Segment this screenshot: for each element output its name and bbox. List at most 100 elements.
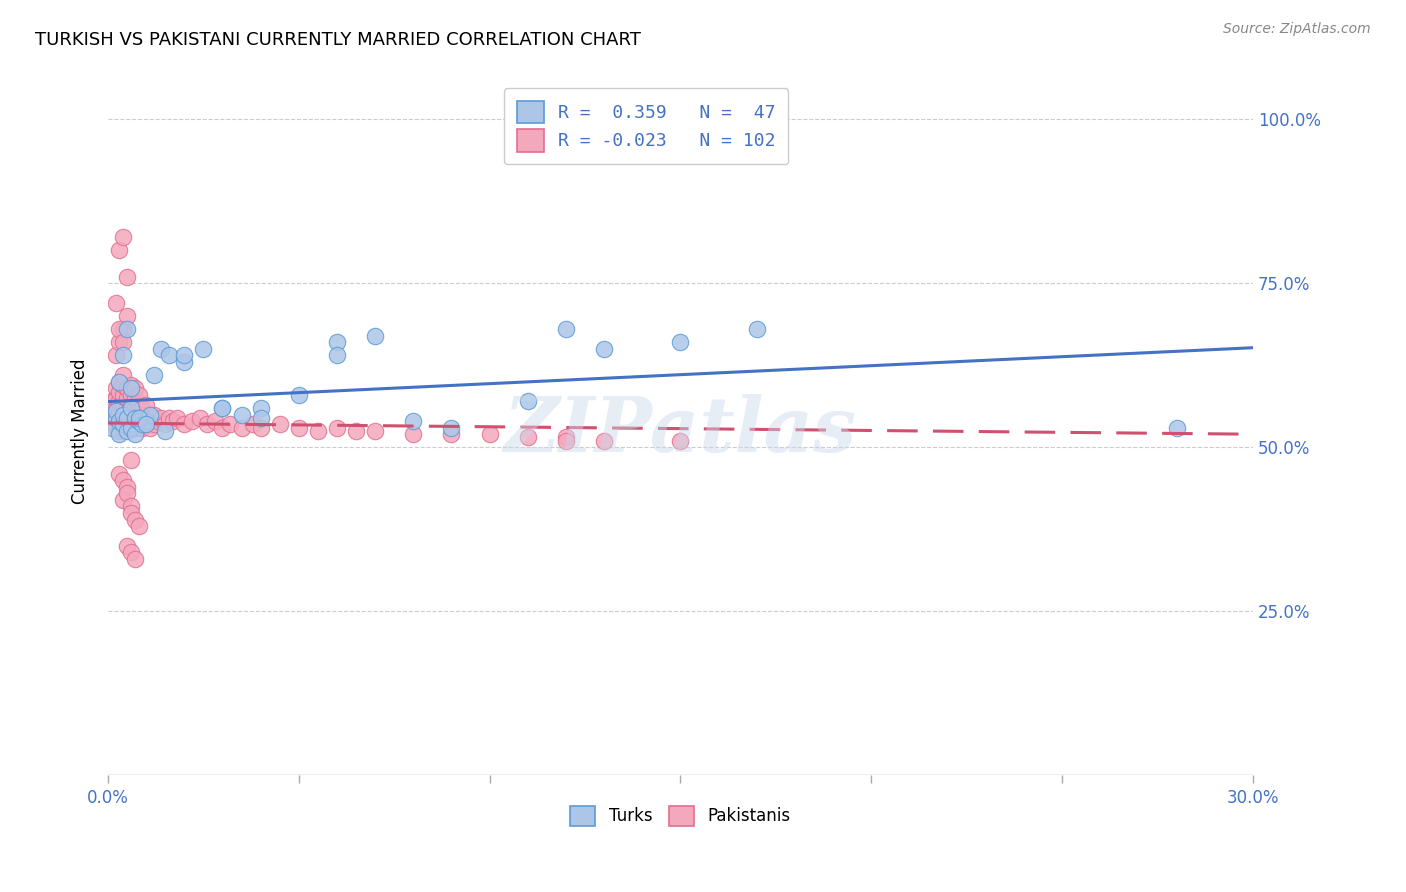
Point (195, 417, 218, 432)
Point (124, 552, 146, 566)
Point (344, 424, 367, 438)
Point (112, 408, 135, 422)
Point (211, 401, 233, 415)
Point (108, 424, 131, 438)
Point (173, 355, 195, 369)
Point (555, 430, 578, 444)
Point (120, 398, 142, 412)
Point (108, 404, 131, 418)
Point (120, 408, 142, 422)
Point (188, 410, 211, 425)
Point (108, 427, 131, 442)
Text: ZIPatlas: ZIPatlas (503, 394, 858, 468)
Point (146, 414, 169, 428)
Point (204, 414, 226, 428)
Point (173, 417, 195, 432)
Point (120, 378, 142, 392)
Point (120, 506, 142, 520)
Point (131, 401, 153, 415)
Point (112, 322, 135, 336)
Point (135, 417, 157, 432)
Point (745, 322, 768, 336)
Point (211, 420, 233, 434)
Point (326, 335, 349, 350)
Point (124, 381, 146, 395)
Point (131, 410, 153, 425)
Point (115, 486, 138, 500)
Point (115, 424, 138, 438)
Point (128, 519, 150, 533)
Point (128, 410, 150, 425)
Point (135, 408, 157, 422)
Point (120, 453, 142, 467)
Point (593, 342, 616, 356)
Point (115, 410, 138, 425)
Point (124, 410, 146, 425)
Point (142, 408, 165, 422)
Point (131, 420, 153, 434)
Text: TURKISH VS PAKISTANI CURRENTLY MARRIED CORRELATION CHART: TURKISH VS PAKISTANI CURRENTLY MARRIED C… (35, 31, 641, 49)
Point (150, 410, 173, 425)
Point (108, 244, 131, 258)
Point (112, 378, 135, 392)
Point (139, 410, 162, 425)
Point (402, 414, 425, 428)
Point (128, 408, 150, 422)
Point (288, 388, 311, 402)
Point (326, 420, 349, 434)
Point (112, 398, 135, 412)
Point (104, 296, 127, 310)
Point (128, 414, 150, 428)
Point (108, 375, 131, 389)
Point (402, 427, 425, 442)
Point (124, 391, 146, 405)
Point (139, 408, 162, 422)
Point (1166, 420, 1188, 434)
Point (112, 348, 135, 362)
Point (231, 408, 253, 422)
Point (155, 417, 177, 432)
Point (139, 420, 162, 434)
Point (112, 492, 135, 507)
Point (124, 420, 146, 434)
Point (108, 394, 131, 409)
Point (166, 410, 188, 425)
Point (108, 414, 131, 428)
Point (120, 381, 142, 395)
Point (219, 417, 242, 432)
Point (181, 414, 204, 428)
Point (150, 342, 173, 356)
Legend: Turks, Pakistanis: Turks, Pakistanis (564, 799, 797, 832)
Point (115, 269, 138, 284)
Point (120, 388, 142, 402)
Point (555, 322, 578, 336)
Point (112, 408, 135, 422)
Point (128, 388, 150, 402)
Point (193, 342, 215, 356)
Point (108, 322, 131, 336)
Point (555, 434, 578, 448)
Point (593, 434, 616, 448)
Point (135, 417, 157, 432)
Point (112, 335, 135, 350)
Point (440, 427, 463, 442)
Point (135, 398, 157, 412)
Point (211, 401, 233, 415)
Point (131, 417, 153, 432)
Point (104, 391, 127, 405)
Point (104, 348, 127, 362)
Point (242, 417, 264, 432)
Point (120, 500, 142, 514)
Y-axis label: Currently Married: Currently Married (72, 359, 89, 504)
Point (478, 427, 501, 442)
Point (120, 417, 142, 432)
Point (101, 414, 124, 428)
Point (307, 424, 329, 438)
Point (249, 401, 271, 415)
Point (108, 384, 131, 399)
Point (269, 417, 291, 432)
Point (112, 368, 135, 383)
Point (124, 401, 146, 415)
Point (115, 420, 138, 434)
Point (115, 309, 138, 323)
